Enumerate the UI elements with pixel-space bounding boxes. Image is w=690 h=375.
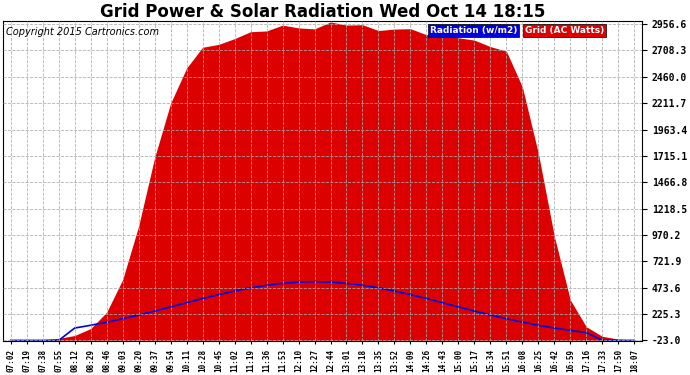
- Title: Grid Power & Solar Radiation Wed Oct 14 18:15: Grid Power & Solar Radiation Wed Oct 14 …: [100, 3, 545, 21]
- Text: Copyright 2015 Cartronics.com: Copyright 2015 Cartronics.com: [6, 27, 159, 38]
- Text: Radiation (w/m2): Radiation (w/m2): [430, 26, 518, 35]
- Text: Grid (AC Watts): Grid (AC Watts): [525, 26, 604, 35]
